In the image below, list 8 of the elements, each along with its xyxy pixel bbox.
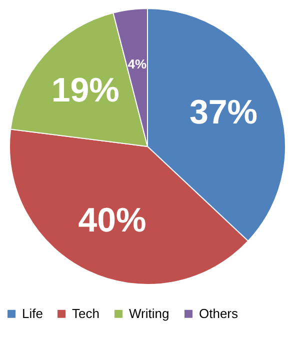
legend-label: Others [199, 306, 239, 321]
data-label: 19% [51, 72, 120, 110]
legend-label: Life [22, 306, 43, 321]
legend-label: Writing [129, 306, 170, 321]
data-label: 4% [128, 56, 147, 72]
data-label: 37% [189, 94, 258, 132]
legend-label: Tech [72, 306, 100, 321]
data-label: 40% [78, 201, 146, 240]
